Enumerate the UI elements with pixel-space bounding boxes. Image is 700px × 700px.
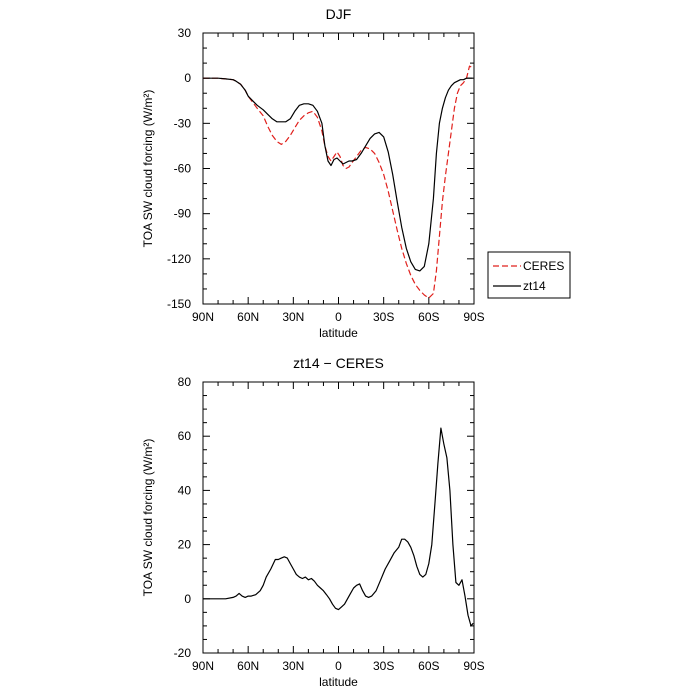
y-tick-label: -30 xyxy=(174,116,192,130)
plot-frame xyxy=(202,32,475,305)
x-tick-label: 60N xyxy=(237,310,259,324)
x-tick-label: 60N xyxy=(237,659,259,673)
y-axis-label: TOA SW cloud forcing (W/m²) xyxy=(141,439,155,597)
x-tick-label: 90S xyxy=(463,310,484,324)
x-tick-label: 30S xyxy=(373,659,394,673)
x-tick-label: 30N xyxy=(282,310,304,324)
y-tick-label: -20 xyxy=(174,646,192,660)
y-tick-label: 20 xyxy=(178,538,192,552)
y-tick-label: 0 xyxy=(184,592,191,606)
x-tick-label: 30S xyxy=(373,310,394,324)
x-tick-label: 90N xyxy=(192,310,214,324)
x-tick-label: 90S xyxy=(463,659,484,673)
x-tick-label: 60S xyxy=(418,310,439,324)
legend-label: CERES xyxy=(523,259,564,273)
y-tick-label: 60 xyxy=(178,429,192,443)
y-tick-label: 0 xyxy=(184,71,191,85)
x-tick-label: 30N xyxy=(282,659,304,673)
legend-box xyxy=(487,251,571,299)
legend-label: zt14 xyxy=(523,279,546,293)
y-tick-label: 30 xyxy=(178,26,192,40)
x-axis-label: latitude xyxy=(319,326,358,340)
series-line-ceres xyxy=(203,65,473,299)
x-tick-label: 0 xyxy=(335,310,342,324)
y-axis-label: TOA SW cloud forcing (W/m²) xyxy=(141,90,155,248)
y-tick-label: -90 xyxy=(174,207,192,221)
chart-title: DJF xyxy=(326,6,352,22)
difference-panel: zt14 − CERES 90N 60N 30N 0 30S 60S 90S 80 60 40 20 0… xyxy=(141,355,485,689)
x-tick-label: 60S xyxy=(418,659,439,673)
y-tick-label: -150 xyxy=(167,297,191,311)
series-line-zt14 xyxy=(203,77,473,272)
chart-title: zt14 − CERES xyxy=(293,355,384,371)
y-tick-label: -60 xyxy=(174,162,192,176)
legend: CERES zt14 xyxy=(487,251,571,299)
djf-panel: DJF 90N 60N 30N 0 30S 60S 90S 30 0 -30 -60 -90 -120 -1… xyxy=(141,6,571,340)
x-tick-label: 90N xyxy=(192,659,214,673)
y-tick-label: 40 xyxy=(178,483,192,497)
x-axis-label: latitude xyxy=(319,675,358,689)
x-tick-label: 0 xyxy=(335,659,342,673)
series-line-difference xyxy=(203,427,474,627)
y-tick-label: -120 xyxy=(167,252,191,266)
y-tick-label: 80 xyxy=(178,375,192,389)
